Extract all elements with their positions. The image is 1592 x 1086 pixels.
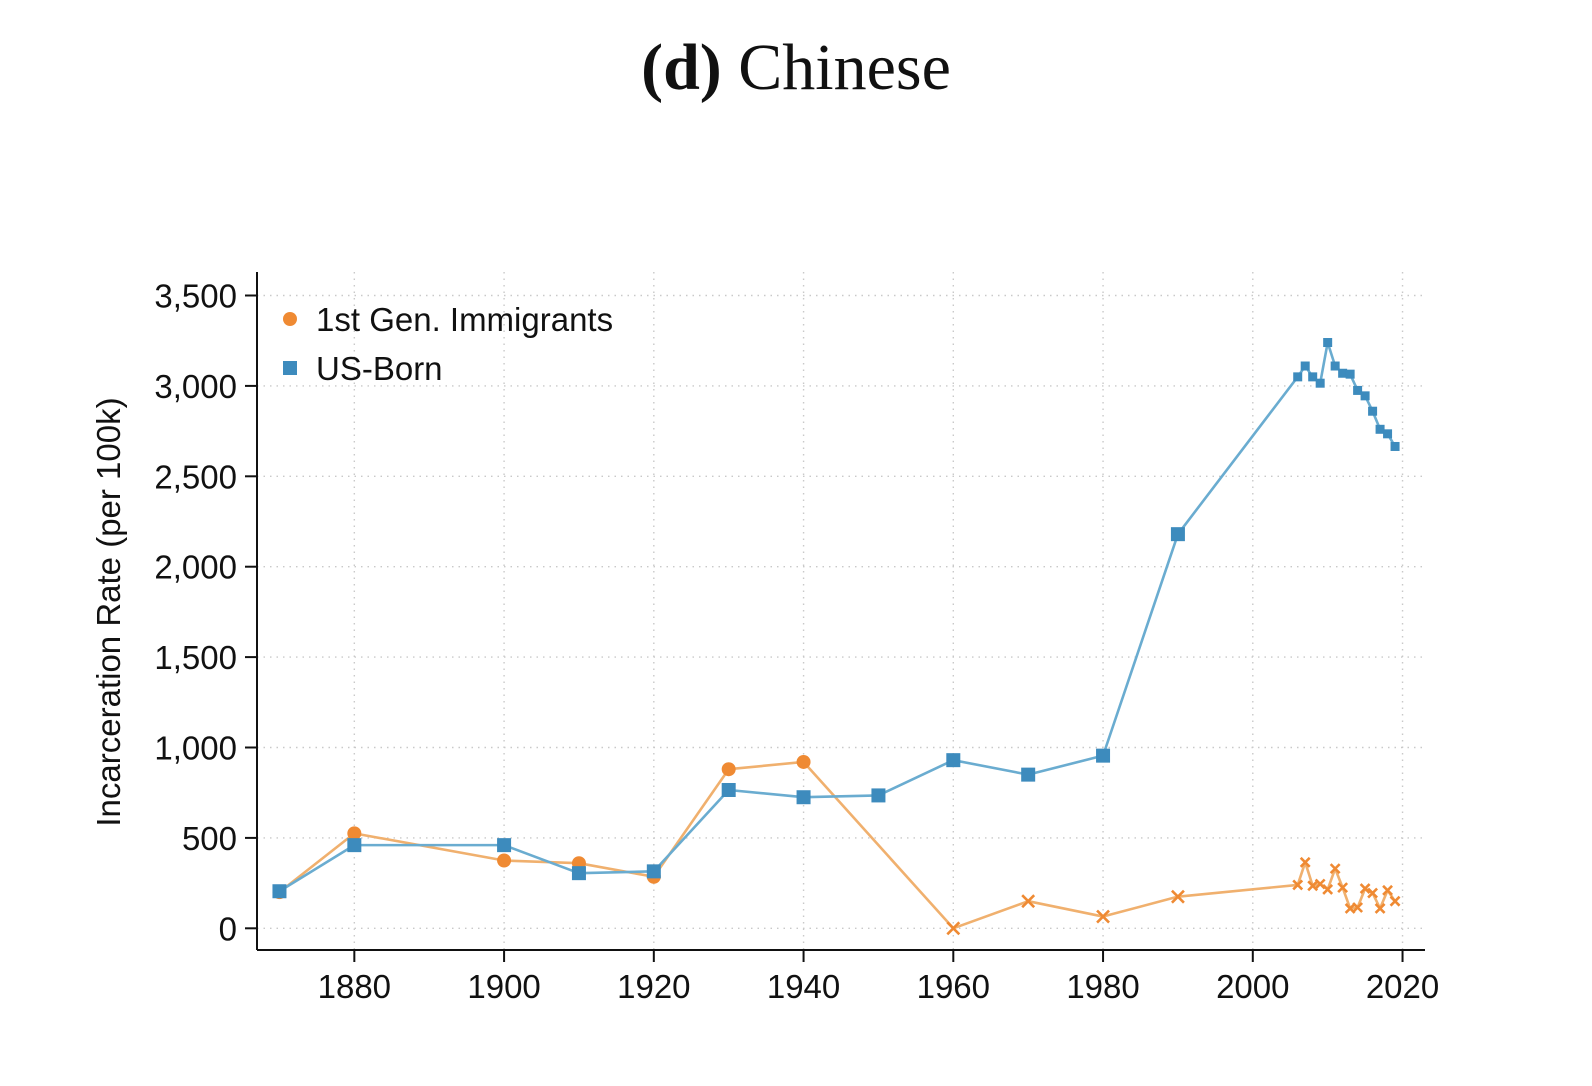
data-point-immigrants bbox=[1329, 863, 1341, 875]
data-point-us-born bbox=[871, 788, 886, 803]
data-point-immigrants bbox=[1352, 902, 1364, 913]
data-point-us-born bbox=[1338, 368, 1348, 378]
data-point-us-born bbox=[946, 753, 961, 768]
axes: 0 500 1,000 1,500 2,000 2,500 3,000 3,500 1880 19… bbox=[154, 272, 1439, 1005]
data-point-us-born bbox=[347, 838, 362, 853]
data-point-us-born bbox=[571, 866, 586, 881]
data-point-us-born bbox=[497, 838, 512, 853]
legend-label-us-born: US-Born bbox=[316, 350, 443, 387]
data-point-immigrants bbox=[497, 853, 512, 868]
x-tick-label: 2020 bbox=[1366, 968, 1439, 1005]
data-point-us-born bbox=[1323, 338, 1333, 348]
data-point-us-born bbox=[1300, 361, 1310, 371]
series-us-born bbox=[272, 338, 1400, 899]
data-point-immigrants bbox=[1337, 882, 1349, 894]
data-point-us-born bbox=[1368, 406, 1378, 416]
grid bbox=[257, 272, 1425, 950]
legend: 1st Gen. Immigrants US-Born bbox=[283, 301, 613, 387]
data-point-us-born bbox=[1375, 424, 1385, 434]
legend-label-immigrants: 1st Gen. Immigrants bbox=[316, 301, 613, 338]
legend-marker-us-born bbox=[283, 361, 297, 375]
y-tick-label: 500 bbox=[182, 820, 237, 857]
data-point-immigrants bbox=[1021, 894, 1036, 909]
y-tick-label: 2,500 bbox=[154, 458, 237, 495]
series-layer bbox=[272, 338, 1401, 936]
y-tick-label: 1,000 bbox=[154, 730, 237, 767]
x-tick-label: 1960 bbox=[917, 968, 990, 1005]
data-point-immigrants bbox=[796, 754, 811, 769]
data-point-immigrants bbox=[1096, 909, 1110, 924]
data-point-us-born bbox=[1096, 748, 1111, 763]
data-point-us-born bbox=[1293, 372, 1303, 382]
data-point-immigrants bbox=[1367, 887, 1379, 899]
data-point-us-born bbox=[1360, 391, 1370, 401]
data-point-immigrants bbox=[1322, 884, 1334, 895]
data-point-immigrants bbox=[1292, 879, 1304, 891]
y-tick-label: 3,000 bbox=[154, 368, 237, 405]
data-point-us-born bbox=[1170, 527, 1185, 542]
data-point-us-born bbox=[1308, 372, 1318, 382]
x-tick-label: 1940 bbox=[767, 968, 840, 1005]
data-point-us-born bbox=[1383, 429, 1393, 439]
x-tick-label: 2000 bbox=[1216, 968, 1289, 1005]
chart-title-main: Chinese bbox=[738, 31, 951, 104]
data-point-immigrants bbox=[721, 762, 736, 777]
data-point-us-born bbox=[1315, 378, 1325, 388]
x-tick-label: 1920 bbox=[617, 968, 690, 1005]
data-point-immigrants bbox=[347, 826, 362, 841]
x-tick-label: 1900 bbox=[467, 968, 540, 1005]
y-tick-label: 2,000 bbox=[154, 549, 237, 586]
data-point-immigrants bbox=[1382, 884, 1393, 896]
data-point-us-born bbox=[1345, 369, 1355, 379]
data-point-immigrants bbox=[1299, 856, 1311, 868]
y-axis-label: Incarceration Rate (per 100k) bbox=[90, 397, 127, 826]
data-point-us-born bbox=[796, 790, 811, 805]
y-tick-label: 0 bbox=[219, 910, 237, 947]
data-point-us-born bbox=[721, 782, 736, 797]
data-point-us-born bbox=[1021, 767, 1036, 782]
data-point-immigrants bbox=[946, 921, 961, 936]
y-tick-label: 3,500 bbox=[154, 278, 237, 315]
chart-title-prefix: (d) bbox=[641, 31, 722, 104]
data-point-us-born bbox=[1353, 385, 1363, 395]
x-tick-label: 1980 bbox=[1066, 968, 1139, 1005]
data-point-us-born bbox=[1390, 441, 1400, 451]
data-point-immigrants bbox=[1359, 883, 1371, 894]
data-point-immigrants bbox=[1374, 902, 1386, 914]
data-point-immigrants bbox=[1171, 889, 1185, 904]
x-tick-label: 1880 bbox=[318, 968, 391, 1005]
series-line-us-born bbox=[278, 341, 1397, 893]
data-point-immigrants bbox=[1307, 880, 1319, 892]
data-point-us-born bbox=[646, 864, 661, 879]
chart-title: (d) Chinese bbox=[0, 30, 1592, 106]
y-tick-label: 1,500 bbox=[154, 639, 237, 676]
data-point-us-born bbox=[1330, 361, 1340, 371]
data-point-us-born bbox=[272, 884, 287, 899]
legend-marker-immigrants bbox=[283, 312, 297, 326]
data-point-immigrants bbox=[1314, 878, 1326, 890]
data-point-immigrants bbox=[1389, 895, 1401, 907]
